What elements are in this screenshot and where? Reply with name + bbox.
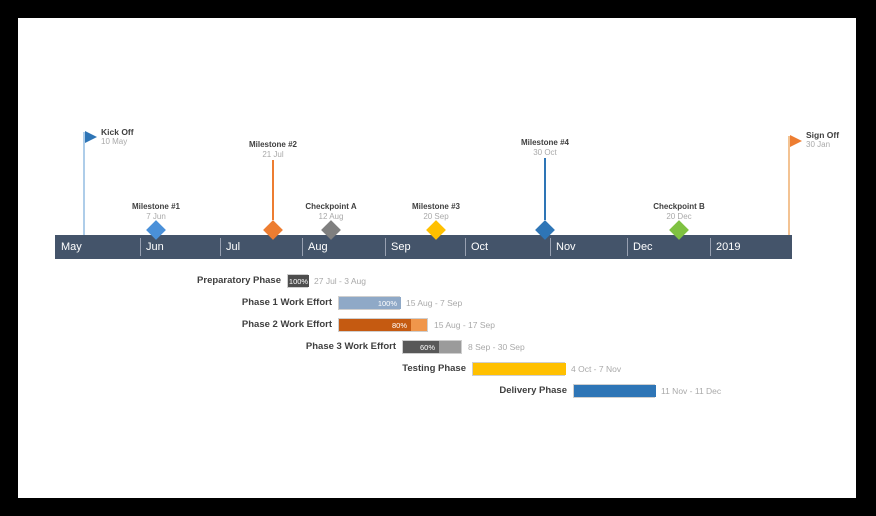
task-bar: 100% [338, 296, 401, 310]
task-dates: 4 Oct - 7 Nov [571, 364, 622, 374]
flag-date: 30 Jan [806, 140, 831, 149]
milestone-leader-line [272, 160, 274, 220]
milestone-date: 12 Aug [318, 212, 344, 221]
task-label: Delivery Phase [499, 385, 567, 396]
month-separator [627, 238, 628, 256]
milestone-label: Checkpoint B [653, 202, 705, 211]
flag-pole [83, 132, 85, 235]
task-label: Testing Phase [402, 363, 466, 374]
task-dates: 8 Sep - 30 Sep [468, 342, 525, 352]
month-label: Oct [471, 241, 489, 253]
milestone-label: Milestone #1 [131, 202, 180, 211]
task-label: Phase 1 Work Effort [241, 297, 332, 308]
month-label: Dec [633, 241, 653, 253]
milestone-label: Checkpoint A [305, 202, 357, 211]
month-separator [140, 238, 141, 256]
task-bar: 60% [402, 340, 462, 354]
milestone-label-group: Milestone #3 20 Sep [376, 202, 496, 221]
milestone-label: Milestone #4 [520, 138, 569, 147]
timeline-band: May Jun Jul Aug Sep Oct Nov Dec 2019 [55, 235, 792, 259]
task-bar [472, 362, 566, 376]
milestone-leader-line [544, 158, 546, 220]
month-label: May [61, 241, 82, 253]
month-label: Jun [146, 241, 164, 253]
task-percent: 60% [419, 342, 435, 352]
month-label: Nov [556, 241, 576, 253]
milestone-date: 21 Jul [262, 150, 284, 159]
task-bar: 100% [287, 274, 309, 288]
month-separator [550, 238, 551, 256]
task-progress-fill: 80% [339, 319, 411, 331]
month-separator [465, 238, 466, 256]
task-progress-fill: 100% [288, 275, 309, 287]
task-progress-fill [473, 363, 566, 375]
flag-label-group: Sign Off 30 Jan [806, 130, 839, 149]
task-percent: 80% [391, 320, 407, 330]
milestone-label: Milestone #3 [411, 202, 460, 211]
task-dates: 11 Nov - 11 Dec [661, 386, 722, 396]
flag-label: Kick Off [101, 127, 134, 137]
task-progress-fill: 100% [339, 297, 401, 309]
task-label: Phase 2 Work Effort [241, 319, 332, 330]
milestone-label-group: Checkpoint A 12 Aug [271, 202, 391, 221]
task-percent: 100% [288, 276, 309, 286]
task-progress-fill [574, 385, 656, 397]
task-label: Phase 3 Work Effort [305, 341, 396, 352]
task-dates: 15 Aug - 7 Sep [406, 298, 463, 308]
milestone-label-group: Milestone #1 7 Jun [96, 202, 216, 221]
task-bar [573, 384, 656, 398]
flag-icon [85, 131, 97, 143]
month-label: Sep [391, 241, 411, 253]
flag-icon [790, 135, 802, 147]
milestone-label-group: Milestone #2 21 Jul [213, 140, 333, 159]
milestone-label-group: Milestone #4 30 Oct [485, 138, 605, 157]
flag-date: 10 May [101, 137, 128, 146]
task-bar: 80% [338, 318, 428, 332]
milestone-date: 20 Sep [423, 212, 449, 221]
timeline-canvas: May Jun Jul Aug Sep Oct Nov Dec 2019 Kick Off 10 M… [18, 18, 856, 498]
milestone-date: 30 Oct [533, 148, 557, 157]
month-separator [220, 238, 221, 256]
flag-pole [788, 136, 790, 235]
month-separator [710, 238, 711, 256]
flag-label: Sign Off [806, 130, 840, 140]
task-dates: 27 Jul - 3 Aug [314, 276, 366, 286]
month-label: 2019 [716, 241, 741, 253]
task-dates: 15 Aug - 17 Sep [434, 320, 495, 330]
month-separator [385, 238, 386, 256]
milestone-date: 20 Dec [666, 212, 692, 221]
month-label: Jul [226, 241, 241, 253]
task-percent: 100% [377, 298, 397, 308]
month-label: Aug [308, 241, 328, 253]
task-label: Preparatory Phase [197, 275, 281, 286]
month-separator [302, 238, 303, 256]
flag-label-group: Kick Off 10 May [101, 127, 134, 146]
milestone-date: 7 Jun [146, 212, 166, 221]
milestone-label-group: Checkpoint B 20 Dec [619, 202, 739, 221]
task-progress-fill: 60% [403, 341, 439, 353]
milestone-label: Milestone #2 [248, 140, 297, 149]
